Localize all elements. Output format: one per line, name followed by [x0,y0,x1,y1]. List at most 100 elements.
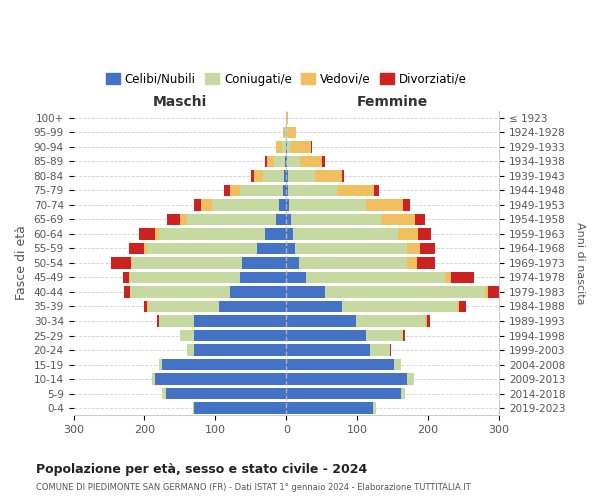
Bar [286,402,373,414]
Bar [485,286,488,298]
Bar [403,199,410,211]
Bar [293,228,398,240]
Bar [288,170,314,182]
Bar [295,242,407,254]
Bar [286,228,293,240]
Bar [417,257,435,269]
Legend: Celibi/Nubili, Coniugati/e, Vedovi/e, Divorziati/e: Celibi/Nubili, Coniugati/e, Vedovi/e, Di… [101,68,472,90]
Bar [341,300,457,312]
Bar [286,373,407,385]
Bar [180,330,194,342]
Bar [277,141,282,153]
Bar [418,228,431,240]
Bar [287,112,289,124]
Bar [194,402,286,414]
Bar [224,184,230,196]
Bar [419,242,435,254]
Bar [286,257,299,269]
Bar [289,184,337,196]
Bar [212,199,279,211]
Bar [287,141,291,153]
Bar [240,184,283,196]
Bar [287,156,300,168]
Bar [394,358,401,370]
Bar [230,286,286,298]
Bar [265,228,286,240]
Bar [286,388,401,400]
Bar [286,315,356,327]
Bar [401,388,405,400]
Bar [267,156,274,168]
Bar [286,358,394,370]
Bar [285,156,286,168]
Bar [286,184,289,196]
Bar [403,330,405,342]
Bar [457,300,458,312]
Y-axis label: Anni di nascita: Anni di nascita [575,222,585,304]
Bar [129,242,145,254]
Bar [274,156,285,168]
Bar [254,170,263,182]
Bar [286,126,289,138]
Bar [285,126,286,138]
Bar [286,199,289,211]
Bar [283,184,286,196]
Bar [145,242,146,254]
Bar [158,358,162,370]
Text: Maschi: Maschi [153,94,207,108]
Bar [445,272,451,283]
Text: Femmine: Femmine [357,94,428,108]
Bar [322,156,325,168]
Bar [158,315,194,327]
Bar [289,126,296,138]
Bar [374,184,379,196]
Bar [290,214,382,226]
Bar [146,242,257,254]
Bar [155,373,286,385]
Bar [187,344,194,356]
Bar [390,344,391,356]
Bar [306,272,445,283]
Bar [194,330,286,342]
Bar [219,300,286,312]
Bar [314,170,341,182]
Bar [366,199,403,211]
Bar [167,214,180,226]
Bar [398,228,418,240]
Bar [257,242,286,254]
Bar [291,141,311,153]
Bar [286,286,325,298]
Bar [425,315,427,327]
Bar [373,402,376,414]
Bar [242,257,286,269]
Bar [251,170,254,182]
Bar [162,388,166,400]
Bar [130,286,230,298]
Bar [366,330,403,342]
Bar [407,257,417,269]
Bar [166,388,286,400]
Bar [123,272,129,283]
Bar [286,156,287,168]
Bar [279,199,286,211]
Bar [286,272,306,283]
Bar [286,141,287,153]
Bar [458,300,466,312]
Bar [286,112,287,124]
Bar [382,214,415,226]
Bar [162,358,286,370]
Bar [263,170,284,182]
Bar [356,315,425,327]
Bar [286,330,366,342]
Bar [488,286,508,298]
Bar [282,141,286,153]
Bar [370,344,390,356]
Bar [286,344,370,356]
Bar [275,214,286,226]
Bar [133,257,242,269]
Bar [407,242,419,254]
Bar [311,141,312,153]
Y-axis label: Fasce di età: Fasce di età [15,226,28,300]
Bar [284,170,286,182]
Bar [240,272,286,283]
